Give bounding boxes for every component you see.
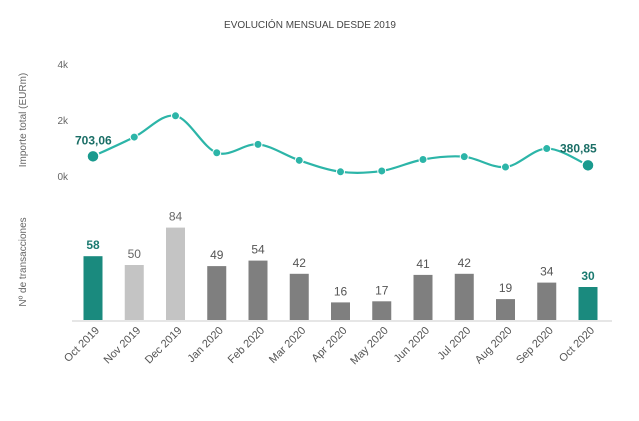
line-point	[418, 154, 428, 164]
bar-data-label: 50	[128, 247, 142, 261]
bar	[372, 301, 392, 320]
x-tick-label: Dec 2019	[143, 325, 185, 367]
line-point	[129, 132, 139, 142]
line-y-tick-label: 0k	[57, 172, 69, 183]
x-tick-labels: Oct 2019 Nov 2019 Dec 2019 Jan 2020 Feb 2020…	[62, 325, 597, 368]
bar	[413, 274, 433, 320]
x-tick-label: May 2020	[348, 325, 391, 368]
bar	[166, 227, 185, 320]
bar-data-label: 42	[458, 256, 472, 270]
line-point	[542, 144, 552, 154]
line-y-tick-label: 2k	[57, 116, 69, 127]
line-point	[459, 152, 469, 162]
x-tick-label: Jul 2020	[435, 325, 473, 363]
bar	[124, 265, 144, 320]
bar	[537, 282, 557, 320]
line-point	[377, 166, 387, 176]
line-y-tick-label: 4k	[57, 60, 69, 71]
bar	[83, 256, 103, 320]
line-panel: Importe total (EURm) 0k 2k 4k 703,06 380,85	[18, 60, 597, 183]
x-tick-label: Aug 2020	[473, 325, 515, 367]
bar-data-label: 30	[581, 269, 595, 283]
bar-data-label: 19	[499, 281, 513, 295]
line-data-labels: 703,06 380,85	[75, 133, 597, 155]
bar-data-label: 54	[251, 243, 265, 257]
line-point	[336, 167, 345, 177]
line-points	[86, 111, 595, 177]
line-y-axis-label: Importe total (EURm)	[18, 73, 29, 167]
line-label-last: 380,85	[560, 141, 597, 155]
bar-y-axis-label: Nº de transacciones	[18, 217, 29, 306]
x-tick-label: Jun 2020	[392, 325, 432, 365]
x-tick-label: Apr 2020	[310, 325, 350, 365]
bar-data-label: 42	[293, 256, 307, 270]
line-point	[501, 162, 510, 172]
bar-data-label: 58	[86, 238, 100, 252]
bar-data-label: 84	[169, 210, 183, 224]
line-point	[171, 111, 180, 121]
line-y-ticks: 0k 2k 4k	[57, 60, 69, 183]
bar	[248, 260, 268, 320]
line-point	[212, 148, 222, 158]
bar	[454, 273, 474, 320]
bar-data-label: 49	[210, 248, 224, 262]
bar-data-label: 34	[540, 265, 554, 279]
bars	[83, 227, 598, 320]
bar-data-label: 17	[375, 283, 389, 297]
bar	[207, 266, 227, 320]
bar	[331, 302, 350, 320]
line-point	[581, 158, 595, 173]
bar-data-label: 41	[416, 257, 430, 271]
line-series	[92, 114, 589, 174]
bar	[289, 273, 309, 320]
bar-panel: Nº de transacciones 58 50 84 49 54 42 16 17 41 42…	[18, 210, 612, 368]
line-point	[253, 139, 263, 149]
line-point	[294, 155, 304, 165]
bar	[578, 287, 598, 320]
line-label-first: 703,06	[75, 133, 112, 147]
bar-data-label: 16	[334, 284, 348, 298]
x-tick-label: Sep 2020	[514, 325, 556, 367]
x-tick-label: Nov 2019	[102, 325, 144, 367]
bar	[496, 299, 515, 320]
x-tick-label: Jan 2020	[185, 325, 225, 365]
x-tick-label: Feb 2020	[226, 325, 267, 366]
chart-title: EVOLUCIÓN MENSUAL DESDE 2019	[224, 18, 396, 31]
x-tick-label: Oct 2020	[557, 325, 597, 365]
x-tick-label: Oct 2019	[62, 325, 102, 365]
line-point	[86, 149, 100, 164]
x-tick-label: Mar 2020	[267, 325, 308, 366]
line-series-path	[92, 114, 589, 174]
bar-data-labels: 58 50 84 49 54 42 16 17 41 42 19 34 30	[86, 210, 595, 299]
